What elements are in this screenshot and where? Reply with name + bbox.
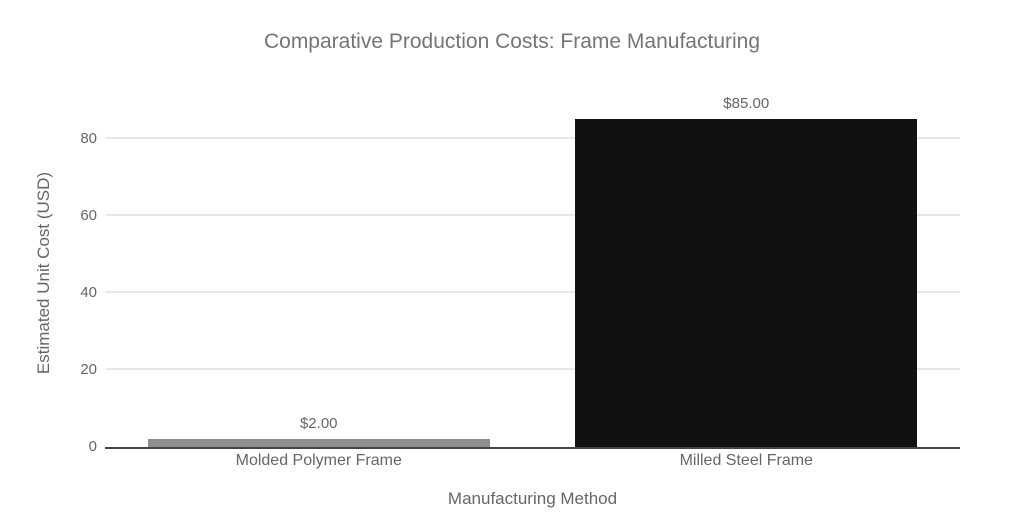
y-axis-title: Estimated Unit Cost (USD) <box>34 171 53 375</box>
plot-area: $2.00 $85.00 <box>105 96 961 449</box>
bar-group-1: $85.00 <box>533 96 961 447</box>
gridline-y-20 <box>105 368 960 370</box>
y-tick-label-80: 80 <box>80 129 97 147</box>
bar-value-label-1: $85.00 <box>723 95 770 113</box>
y-tick-label-60: 60 <box>80 206 97 224</box>
x-tick-label-1: Milled Steel Frame <box>679 452 813 469</box>
gridline-y-60 <box>105 214 960 216</box>
bar-group-0: $2.00 <box>105 100 533 447</box>
x-tick-label-0: Molded Polymer Frame <box>235 452 402 469</box>
x-axis-title: Manufacturing Method <box>447 489 618 508</box>
y-tick-label-0: 0 <box>88 438 97 455</box>
bar-value-label-0: $2.00 <box>299 415 338 433</box>
y-tick-label-20: 20 <box>80 360 97 378</box>
y-tick-label-40: 40 <box>80 283 97 301</box>
gridline-y-40 <box>105 291 960 293</box>
bar-0 <box>147 439 490 447</box>
chart-title: Comparative Production Costs: Frame Manu… <box>263 30 761 53</box>
bar-1 <box>575 119 918 447</box>
gridline-y-80 <box>105 137 960 139</box>
